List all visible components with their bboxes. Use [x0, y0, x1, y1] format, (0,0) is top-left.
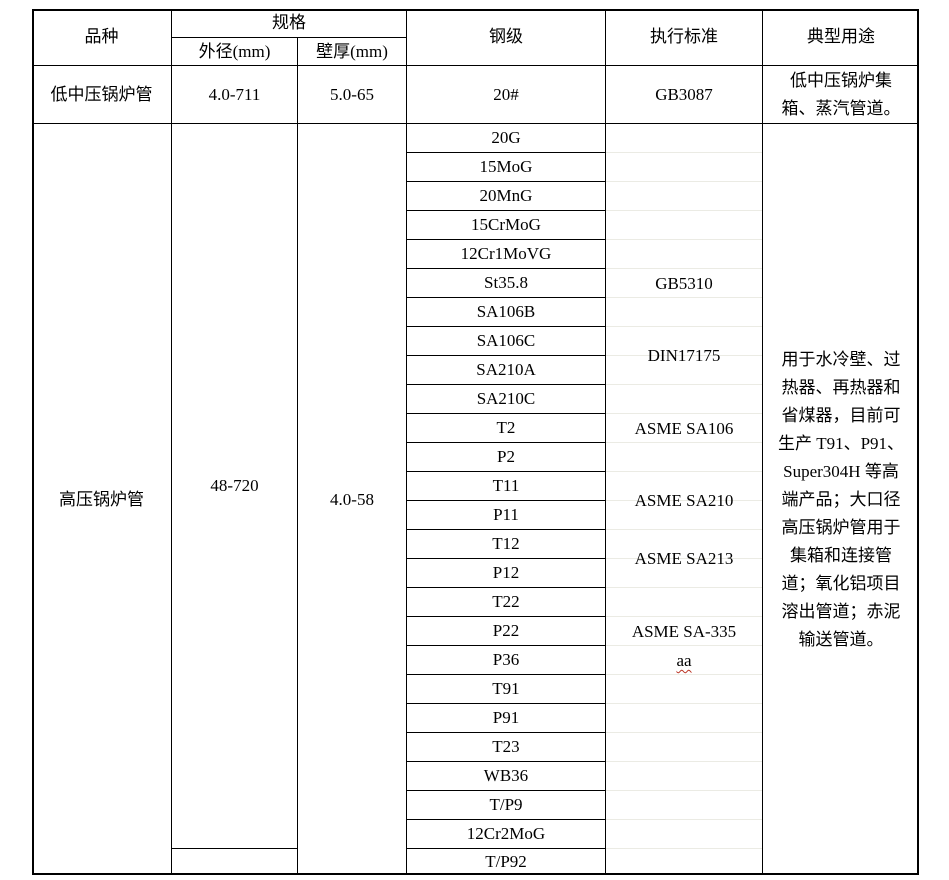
grade-cell: T11 — [407, 472, 605, 501]
header-typical-use: 典型用途 — [763, 9, 919, 66]
standard-label-asme-sa210: ASME SA210 — [634, 491, 734, 511]
grade-cell: T23 — [407, 733, 605, 762]
grade-cell: SA106C — [407, 327, 605, 356]
steel-grade-list: 20G 15MoG 20MnG 15CrMoG 12Cr1MoVG St35.8… — [407, 124, 606, 875]
header-steel-grade: 钢级 — [407, 9, 606, 66]
cell-lowmid-standard: GB3087 — [606, 66, 763, 124]
boiler-tube-spec-table: 品种 规格 外径(mm) 壁厚(mm) 钢级 执行标准 典型用途 低中压锅炉管 … — [32, 9, 919, 875]
grade-cell: 15CrMoG — [407, 211, 605, 240]
cell-lowmid-od: 4.0-711 — [172, 66, 298, 124]
header-variety: 品种 — [32, 9, 172, 66]
grade-cell: 20G — [407, 124, 605, 153]
grade-cell: T12 — [407, 530, 605, 559]
cell-high-wt: 4.0-58 — [298, 124, 407, 875]
grade-cell: P36 — [407, 646, 605, 675]
header-outer-diameter: 外径(mm) — [172, 38, 298, 66]
grade-cell: T2 — [407, 414, 605, 443]
grade-cell: P11 — [407, 501, 605, 530]
cell-lowmid-wt: 5.0-65 — [298, 66, 407, 124]
standard-label-din17175: DIN17175 — [647, 346, 721, 366]
standard-label-asme-sa213: ASME SA213 — [634, 549, 734, 569]
grade-cell: P22 — [407, 617, 605, 646]
grade-cell: SA210C — [407, 385, 605, 414]
standard-label-gb5310: GB5310 — [655, 273, 713, 293]
grade-cell: 12Cr1MoVG — [407, 240, 605, 269]
header-spec: 规格 — [172, 9, 407, 38]
grade-cell: St35.8 — [407, 269, 605, 298]
standard-label-asme-sa335: ASME SA-335 — [631, 621, 737, 641]
grade-cell: 15MoG — [407, 153, 605, 182]
cell-high-use: 用于水冷壁、过 热器、再热器和 省煤器，目前可 生产 T91、P91、 Supe… — [777, 349, 905, 649]
grade-cell: WB36 — [407, 762, 605, 791]
grade-cell: T/P9 — [407, 791, 605, 820]
cell-lowmid-variety: 低中压锅炉管 — [32, 66, 172, 124]
grade-cell: SA106B — [407, 298, 605, 327]
standard-note-aa-text: aa — [676, 650, 692, 670]
cell-lowmid-grade: 20# — [407, 66, 606, 124]
standard-note-aa: aa — [606, 646, 762, 675]
grade-cell: T22 — [407, 588, 605, 617]
grade-cell: 12Cr2MoG — [407, 820, 605, 849]
cell-high-variety: 高压锅炉管 — [32, 124, 172, 875]
header-wall-thickness: 壁厚(mm) — [298, 38, 407, 66]
grade-cell: P2 — [407, 443, 605, 472]
cell-high-od: 48-720 — [172, 124, 298, 849]
grade-cell: P91 — [407, 704, 605, 733]
standard-label-asme-sa106: ASME SA106 — [634, 418, 734, 438]
grade-cell: T91 — [407, 675, 605, 704]
cell-high-od-empty — [172, 849, 298, 875]
header-standard: 执行标准 — [606, 9, 763, 66]
grade-cell: P12 — [407, 559, 605, 588]
grade-cell: SA210A — [407, 356, 605, 385]
grade-cell: T/P92 — [485, 852, 527, 872]
grade-cell: 20MnG — [407, 182, 605, 211]
standards-column: GB5310 DIN17175 ASME SA106 ASME SA210 AS… — [606, 124, 763, 875]
cell-lowmid-use: 低中压锅炉集 箱、蒸汽管道。 — [763, 66, 919, 124]
